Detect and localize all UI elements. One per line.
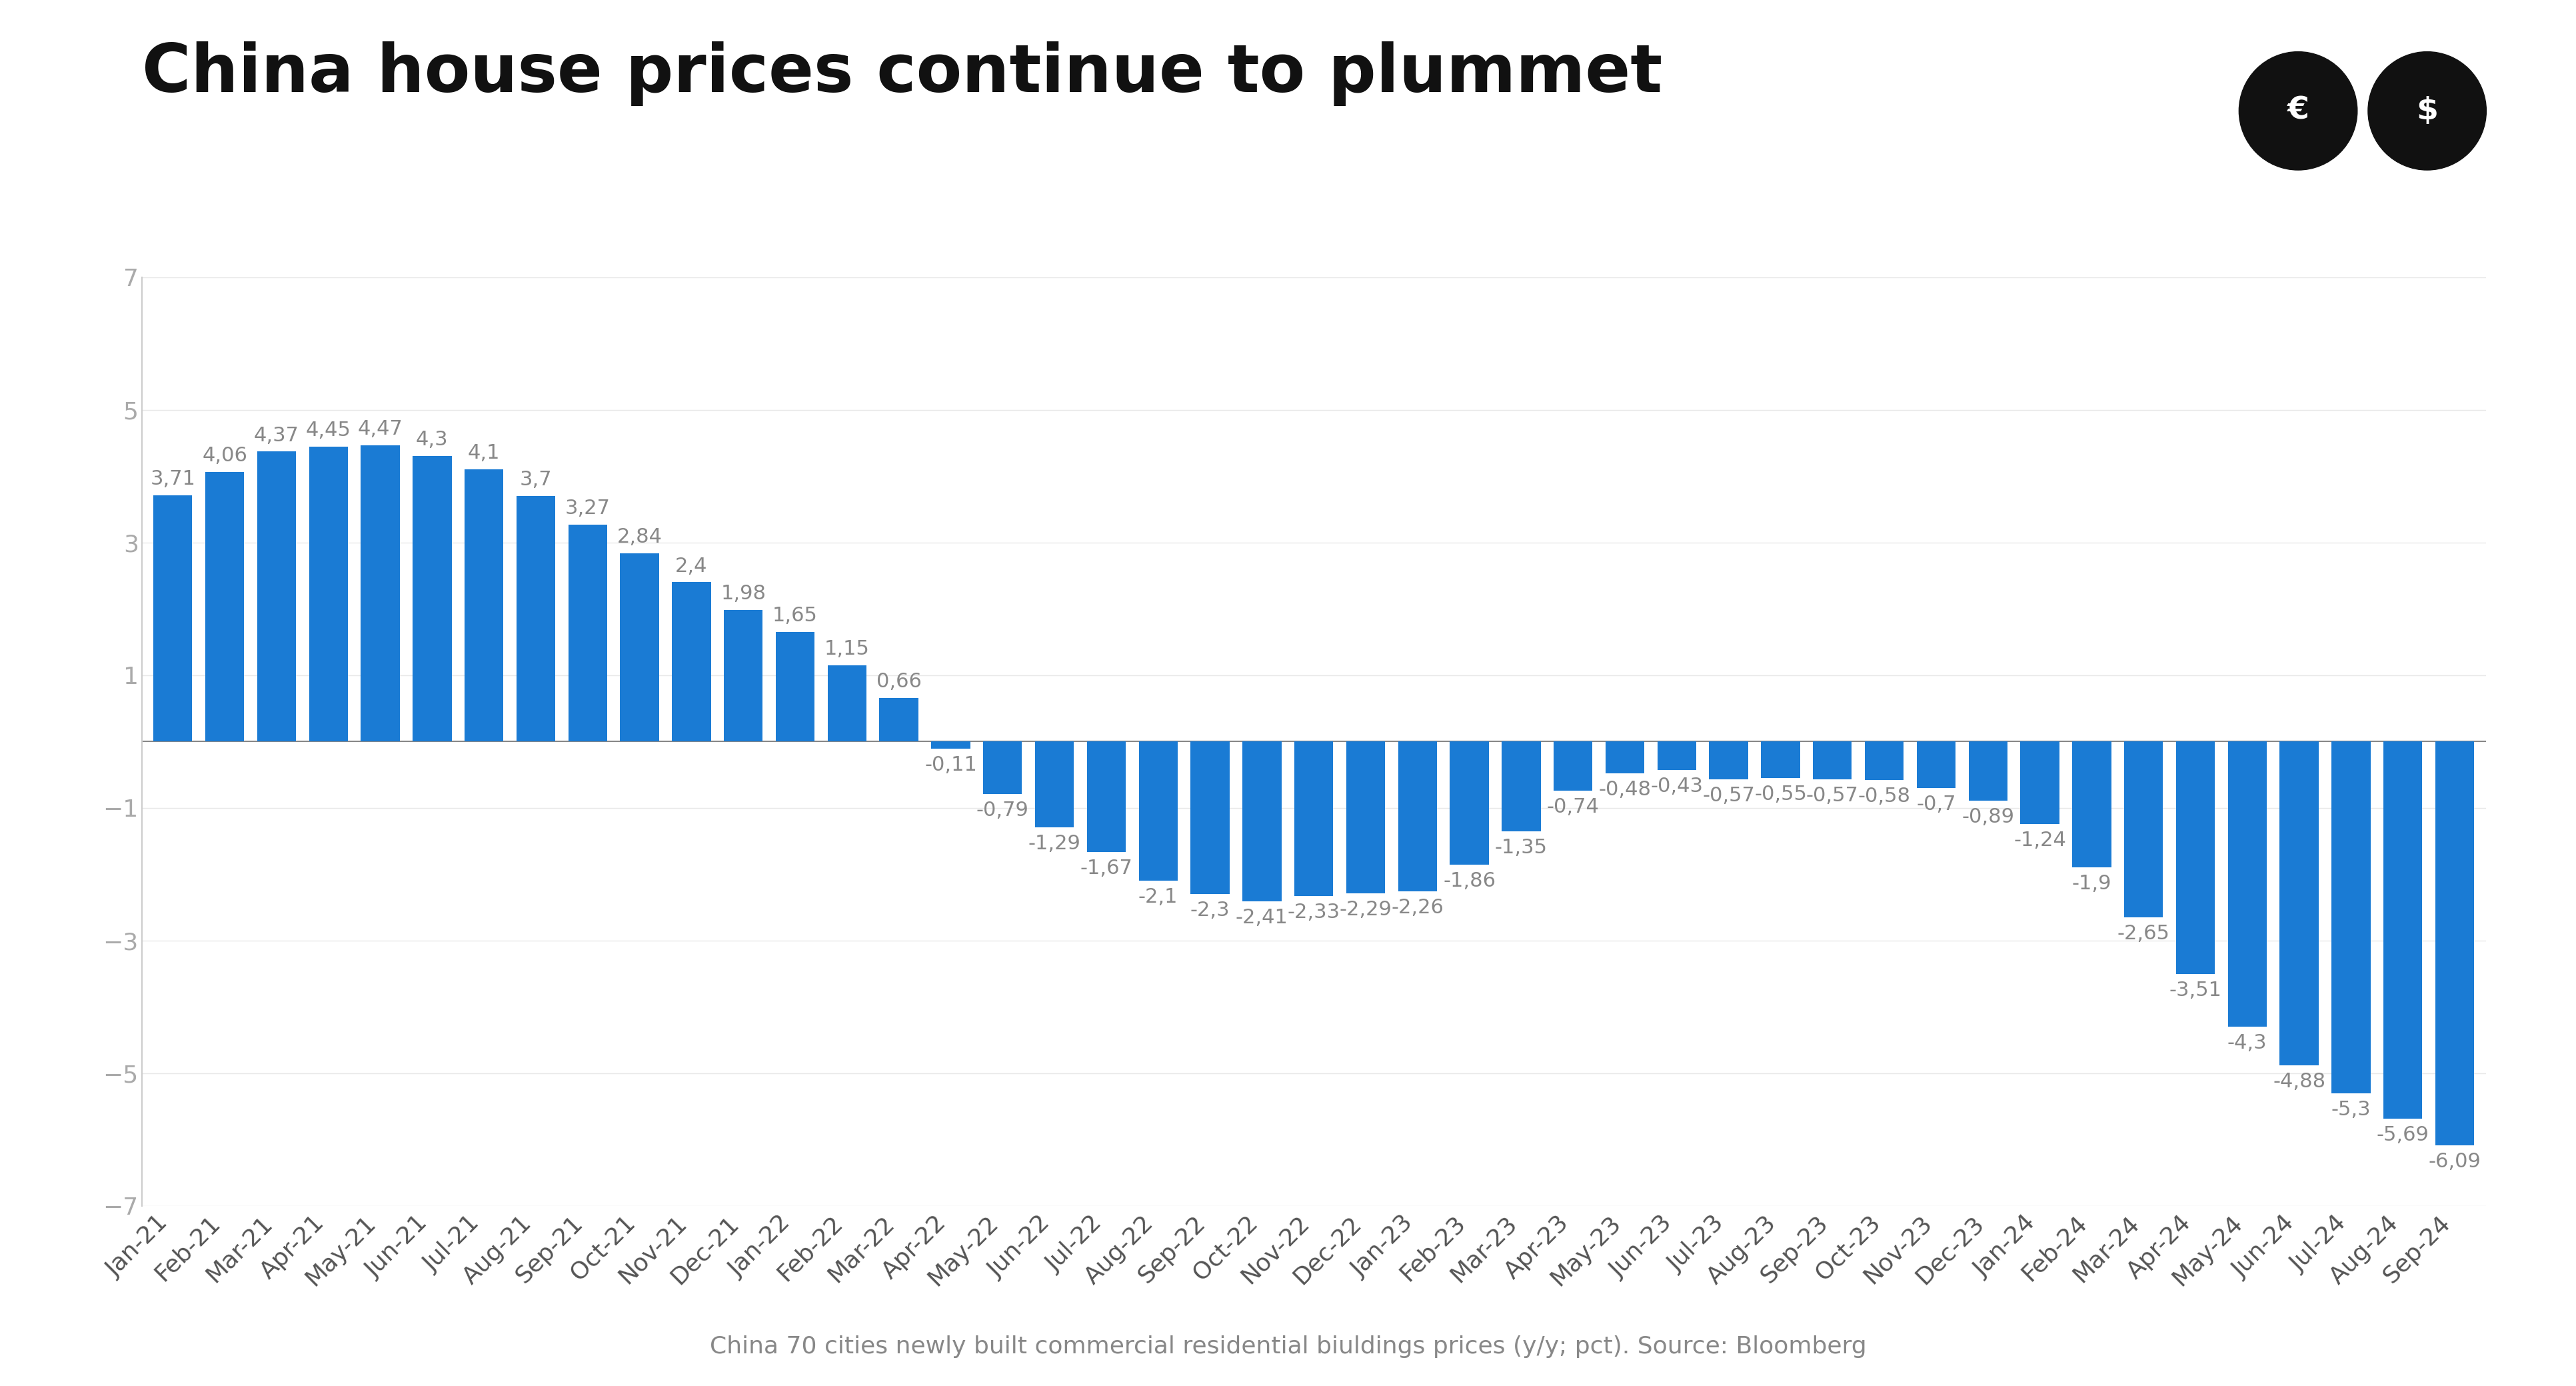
Text: -6,09: -6,09 <box>2429 1152 2481 1171</box>
Bar <box>1605 742 1643 773</box>
Text: -1,67: -1,67 <box>1079 859 1133 879</box>
Text: 1,65: 1,65 <box>773 606 817 625</box>
Bar <box>1190 742 1229 894</box>
Bar <box>1087 742 1126 852</box>
Text: -4,88: -4,88 <box>2272 1071 2326 1091</box>
Bar <box>2228 742 2267 1027</box>
Text: -0,43: -0,43 <box>1651 776 1703 796</box>
Bar <box>672 582 711 742</box>
Text: 2,84: 2,84 <box>616 527 662 546</box>
Bar <box>2383 742 2421 1119</box>
Text: 2,4: 2,4 <box>675 556 708 575</box>
Bar <box>1347 742 1386 894</box>
Text: -0,11: -0,11 <box>925 755 976 775</box>
Text: -2,3: -2,3 <box>1190 901 1229 920</box>
Bar <box>1399 742 1437 891</box>
Text: -0,58: -0,58 <box>1857 787 1911 805</box>
Text: -1,9: -1,9 <box>2071 875 2112 894</box>
Text: -2,29: -2,29 <box>1340 900 1391 919</box>
Bar <box>412 456 451 742</box>
Text: -0,55: -0,55 <box>1754 784 1806 804</box>
Text: 3,71: 3,71 <box>149 470 196 489</box>
Text: -0,89: -0,89 <box>1963 807 2014 826</box>
Text: 4,45: 4,45 <box>307 420 350 439</box>
Bar <box>1968 742 2007 801</box>
Bar <box>2020 742 2058 823</box>
Bar <box>1139 742 1177 881</box>
Text: -2,33: -2,33 <box>1288 902 1340 922</box>
Bar <box>464 470 502 742</box>
Bar <box>1814 742 1852 779</box>
Bar <box>984 742 1023 794</box>
Text: -2,26: -2,26 <box>1391 898 1443 918</box>
Text: 3,7: 3,7 <box>520 470 551 489</box>
Bar <box>1917 742 1955 787</box>
Text: 0,66: 0,66 <box>876 672 922 692</box>
Bar <box>621 553 659 742</box>
Bar <box>2071 742 2112 868</box>
Bar <box>933 742 971 748</box>
Text: -0,57: -0,57 <box>1703 786 1754 805</box>
Bar <box>1036 742 1074 827</box>
Bar <box>155 495 193 742</box>
Text: -3,51: -3,51 <box>2169 981 2221 1001</box>
Bar <box>1656 742 1695 771</box>
Text: -1,24: -1,24 <box>2014 830 2066 850</box>
Text: 3,27: 3,27 <box>564 499 611 518</box>
Bar <box>2331 742 2370 1094</box>
Text: 4,47: 4,47 <box>358 419 402 438</box>
Bar <box>258 452 296 742</box>
Text: 4,06: 4,06 <box>201 446 247 466</box>
Bar <box>878 697 917 742</box>
Text: $: $ <box>2416 96 2437 126</box>
Bar <box>724 610 762 742</box>
Text: -2,41: -2,41 <box>1236 908 1288 927</box>
Bar <box>775 632 814 742</box>
Text: China house prices continue to plummet: China house prices continue to plummet <box>142 42 1662 107</box>
Text: -0,74: -0,74 <box>1546 797 1600 816</box>
Text: -4,3: -4,3 <box>2228 1034 2267 1053</box>
Text: -0,48: -0,48 <box>1600 780 1651 800</box>
Text: 4,3: 4,3 <box>415 430 448 449</box>
Text: -2,1: -2,1 <box>1139 887 1177 906</box>
Bar <box>1553 742 1592 790</box>
Text: -1,35: -1,35 <box>1494 837 1548 857</box>
Bar <box>1710 742 1749 779</box>
Bar <box>827 665 866 742</box>
Bar <box>1242 742 1280 901</box>
Bar <box>1450 742 1489 865</box>
Text: 4,37: 4,37 <box>255 426 299 445</box>
Bar <box>569 525 608 742</box>
Bar <box>515 496 556 742</box>
Bar <box>1502 742 1540 832</box>
Text: -1,29: -1,29 <box>1028 834 1082 852</box>
Bar <box>361 445 399 742</box>
Bar <box>2280 742 2318 1066</box>
Text: -0,7: -0,7 <box>1917 794 1955 814</box>
Text: China 70 cities newly built commercial residential biuldings prices (y/y; pct). : China 70 cities newly built commercial r… <box>708 1336 1868 1358</box>
Text: -0,57: -0,57 <box>1806 786 1860 805</box>
Bar <box>2177 742 2215 974</box>
Bar <box>2434 742 2473 1145</box>
Text: -5,3: -5,3 <box>2331 1099 2370 1119</box>
Circle shape <box>2367 51 2486 170</box>
Bar <box>1865 742 1904 780</box>
Bar <box>1762 742 1801 778</box>
Text: 4,1: 4,1 <box>469 444 500 463</box>
Text: 1,98: 1,98 <box>721 585 765 603</box>
Bar <box>1293 742 1334 897</box>
Bar <box>309 446 348 742</box>
Circle shape <box>2239 51 2357 170</box>
Text: -5,69: -5,69 <box>2378 1125 2429 1145</box>
Bar <box>2125 742 2164 918</box>
Text: €: € <box>2287 96 2308 126</box>
Text: -1,86: -1,86 <box>1443 872 1497 891</box>
Text: 1,15: 1,15 <box>824 639 871 658</box>
Bar <box>206 473 245 742</box>
Text: -2,65: -2,65 <box>2117 924 2169 944</box>
Text: -0,79: -0,79 <box>976 801 1028 821</box>
